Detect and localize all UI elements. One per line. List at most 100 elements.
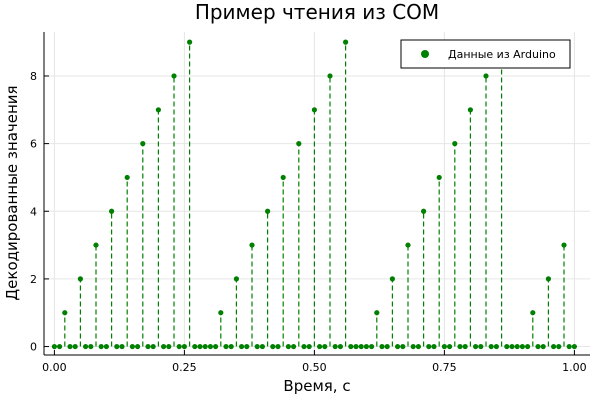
data-point bbox=[322, 343, 328, 350]
data-point bbox=[426, 343, 432, 350]
data-point bbox=[301, 343, 307, 350]
data-point bbox=[374, 310, 380, 316]
data-point bbox=[358, 343, 364, 350]
data-point bbox=[551, 343, 557, 350]
data-point bbox=[353, 343, 359, 350]
data-point bbox=[415, 343, 421, 350]
data-point bbox=[571, 343, 578, 350]
data-point bbox=[389, 276, 395, 282]
data-point bbox=[306, 343, 312, 350]
data-point bbox=[296, 141, 302, 147]
data-point bbox=[259, 343, 265, 350]
y-axis-label: Декодированные значения bbox=[3, 85, 21, 300]
data-point bbox=[410, 343, 416, 350]
data-point bbox=[363, 343, 369, 350]
x-tick-label: 1.00 bbox=[562, 361, 587, 374]
data-point bbox=[421, 208, 427, 214]
y-tick-label: 2 bbox=[30, 273, 37, 286]
data-point bbox=[62, 310, 68, 316]
data-point bbox=[540, 343, 546, 350]
data-point bbox=[535, 343, 541, 350]
data-point bbox=[488, 343, 494, 350]
data-point bbox=[93, 242, 99, 248]
chart-title: Пример чтения из COM bbox=[195, 0, 439, 24]
data-point bbox=[249, 242, 255, 248]
data-point bbox=[202, 343, 208, 350]
data-point bbox=[405, 242, 411, 248]
data-point bbox=[431, 343, 437, 350]
data-points bbox=[51, 39, 578, 350]
legend-box bbox=[400, 39, 571, 69]
data-point bbox=[228, 343, 234, 350]
data-point bbox=[317, 343, 323, 350]
y-axis-ticks: 0 2 4 6 8 bbox=[30, 70, 49, 354]
data-point bbox=[311, 107, 317, 113]
data-point bbox=[327, 73, 333, 79]
data-point bbox=[124, 174, 130, 181]
data-point bbox=[135, 343, 141, 350]
data-point bbox=[478, 343, 484, 350]
data-point bbox=[192, 343, 198, 350]
data-point bbox=[457, 343, 463, 350]
data-point bbox=[155, 107, 161, 113]
data-point bbox=[207, 343, 213, 350]
data-point bbox=[291, 343, 297, 350]
data-point bbox=[254, 343, 260, 350]
data-point bbox=[129, 343, 135, 350]
plot-frame bbox=[43, 32, 590, 356]
data-point bbox=[181, 343, 187, 350]
x-tick-label: 0.25 bbox=[172, 361, 197, 374]
data-point bbox=[337, 343, 343, 350]
data-point bbox=[483, 73, 489, 79]
data-point bbox=[285, 343, 291, 350]
data-point bbox=[436, 174, 442, 181]
x-axis-ticks: 0.00 0.25 0.50 0.75 1.00 bbox=[42, 350, 587, 374]
data-point bbox=[197, 343, 203, 350]
data-point bbox=[395, 343, 401, 350]
data-point bbox=[452, 141, 458, 147]
grid bbox=[44, 32, 590, 355]
data-point bbox=[275, 343, 281, 350]
data-point bbox=[467, 107, 473, 113]
data-point bbox=[114, 343, 120, 350]
y-tick-label: 8 bbox=[30, 70, 37, 83]
data-point bbox=[379, 343, 385, 350]
data-point bbox=[545, 276, 552, 282]
data-point bbox=[51, 343, 58, 350]
x-axis-label: Время, с bbox=[283, 377, 350, 395]
data-point bbox=[473, 343, 479, 350]
y-tick-label: 4 bbox=[30, 205, 37, 218]
data-point bbox=[514, 343, 520, 350]
data-point bbox=[98, 343, 104, 350]
data-point bbox=[233, 276, 239, 282]
data-point bbox=[145, 343, 151, 350]
data-point bbox=[561, 242, 567, 248]
data-point bbox=[176, 343, 182, 350]
data-point bbox=[88, 343, 94, 350]
y-tick-label: 6 bbox=[30, 138, 37, 151]
data-point bbox=[67, 343, 73, 350]
data-point bbox=[187, 39, 193, 45]
data-point bbox=[103, 343, 109, 350]
data-point bbox=[83, 343, 89, 350]
data-point bbox=[213, 343, 219, 350]
data-point bbox=[509, 343, 515, 350]
data-point bbox=[280, 174, 286, 181]
legend: Данные из Arduino bbox=[400, 39, 571, 69]
data-point bbox=[504, 343, 510, 350]
data-point bbox=[400, 343, 406, 350]
data-point bbox=[369, 343, 375, 350]
data-point bbox=[348, 343, 354, 350]
y-tick-label: 0 bbox=[30, 341, 37, 354]
stem-lines bbox=[64, 42, 565, 347]
data-point bbox=[223, 343, 229, 350]
data-point bbox=[77, 276, 83, 282]
data-point bbox=[384, 343, 390, 350]
data-point bbox=[493, 343, 499, 350]
x-tick-label: 0.00 bbox=[42, 361, 67, 374]
data-point bbox=[150, 343, 156, 350]
data-point bbox=[343, 39, 349, 45]
data-point bbox=[441, 343, 447, 350]
x-tick-label: 0.75 bbox=[432, 361, 457, 374]
